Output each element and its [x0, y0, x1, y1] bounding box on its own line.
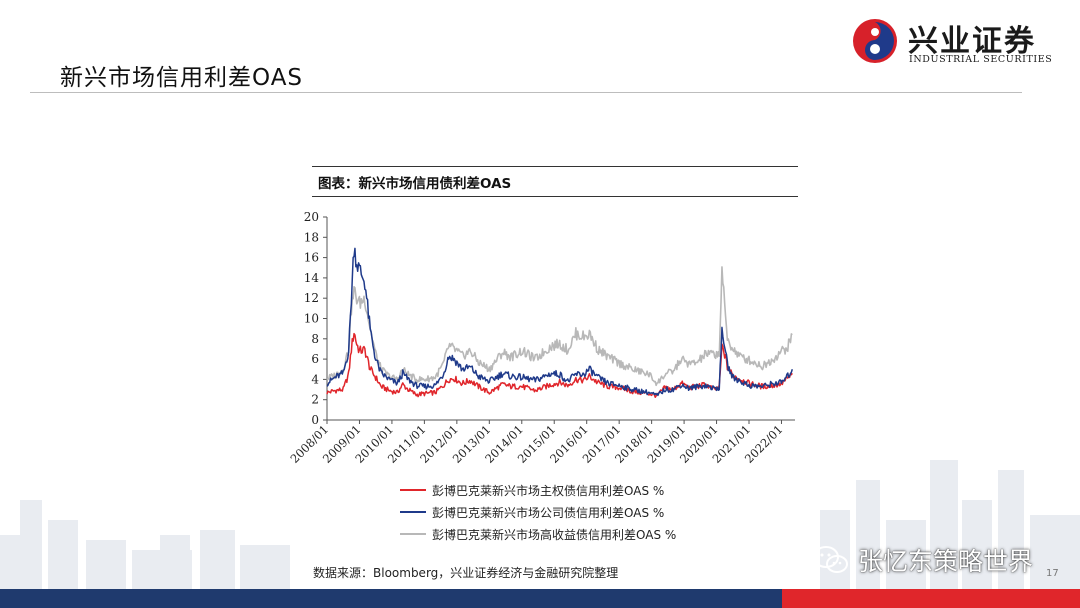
- y-tick-label: 6: [311, 352, 319, 366]
- series-line-high-yield: [326, 266, 793, 387]
- skyline-background: [0, 460, 1080, 590]
- logo-emblem-icon: [853, 19, 897, 63]
- legend-item: 彭博巴克莱新兴市场高收益债信用利差OAS %: [400, 523, 676, 545]
- title-divider: [30, 92, 1022, 93]
- caption-top-rule: [312, 166, 798, 167]
- y-tick-label: 14: [304, 271, 320, 285]
- page-number: 17: [1046, 568, 1059, 579]
- legend-label: 彭博巴克莱新兴市场主权债信用利差OAS %: [432, 483, 665, 498]
- source-note: 数据来源：Bloomberg，兴业证券经济与金融研究院整理: [313, 566, 619, 580]
- y-tick-label: 2: [311, 393, 319, 407]
- chart-caption: 图表：新兴市场信用债利差OAS: [318, 176, 512, 192]
- legend-swatch: [400, 511, 426, 513]
- wechat-icon: [813, 546, 848, 573]
- y-tick-label: 12: [304, 291, 319, 305]
- y-tick-label: 16: [304, 251, 319, 265]
- logo-english-name: INDUSTRIAL SECURITIES: [909, 54, 1053, 65]
- footer-bar-red: [782, 589, 1080, 608]
- series-line-corporate: [326, 247, 794, 397]
- y-tick-label: 4: [311, 372, 319, 386]
- y-tick-label: 20: [304, 210, 319, 224]
- y-tick-label: 0: [311, 413, 319, 427]
- series-line-sovereign: [326, 332, 793, 399]
- legend-swatch: [400, 489, 426, 491]
- legend-label: 彭博巴克莱新兴市场高收益债信用利差OAS %: [432, 527, 677, 542]
- watermark: 张忆东策略世界: [812, 542, 1033, 578]
- legend-label: 彭博巴克莱新兴市场公司债信用利差OAS %: [432, 505, 665, 520]
- legend-item: 彭博巴克莱新兴市场主权债信用利差OAS %: [400, 479, 676, 501]
- legend-item: 彭博巴克莱新兴市场公司债信用利差OAS %: [400, 501, 676, 523]
- company-logo: 兴业证券 INDUSTRIAL SECURITIES: [852, 14, 1072, 70]
- chart-legend: 彭博巴克莱新兴市场主权债信用利差OAS % 彭博巴克莱新兴市场公司债信用利差OAS…: [400, 479, 676, 545]
- logo-chinese-name: 兴业证券: [908, 24, 1036, 59]
- page-title: 新兴市场信用利差OAS: [60, 65, 304, 91]
- y-tick-label: 8: [311, 332, 319, 346]
- y-tick-label: 10: [304, 312, 319, 326]
- watermark-text: 张忆东策略世界: [858, 547, 1034, 576]
- caption-bottom-rule: [312, 196, 798, 197]
- y-tick-label: 18: [304, 230, 319, 244]
- legend-swatch: [400, 533, 426, 535]
